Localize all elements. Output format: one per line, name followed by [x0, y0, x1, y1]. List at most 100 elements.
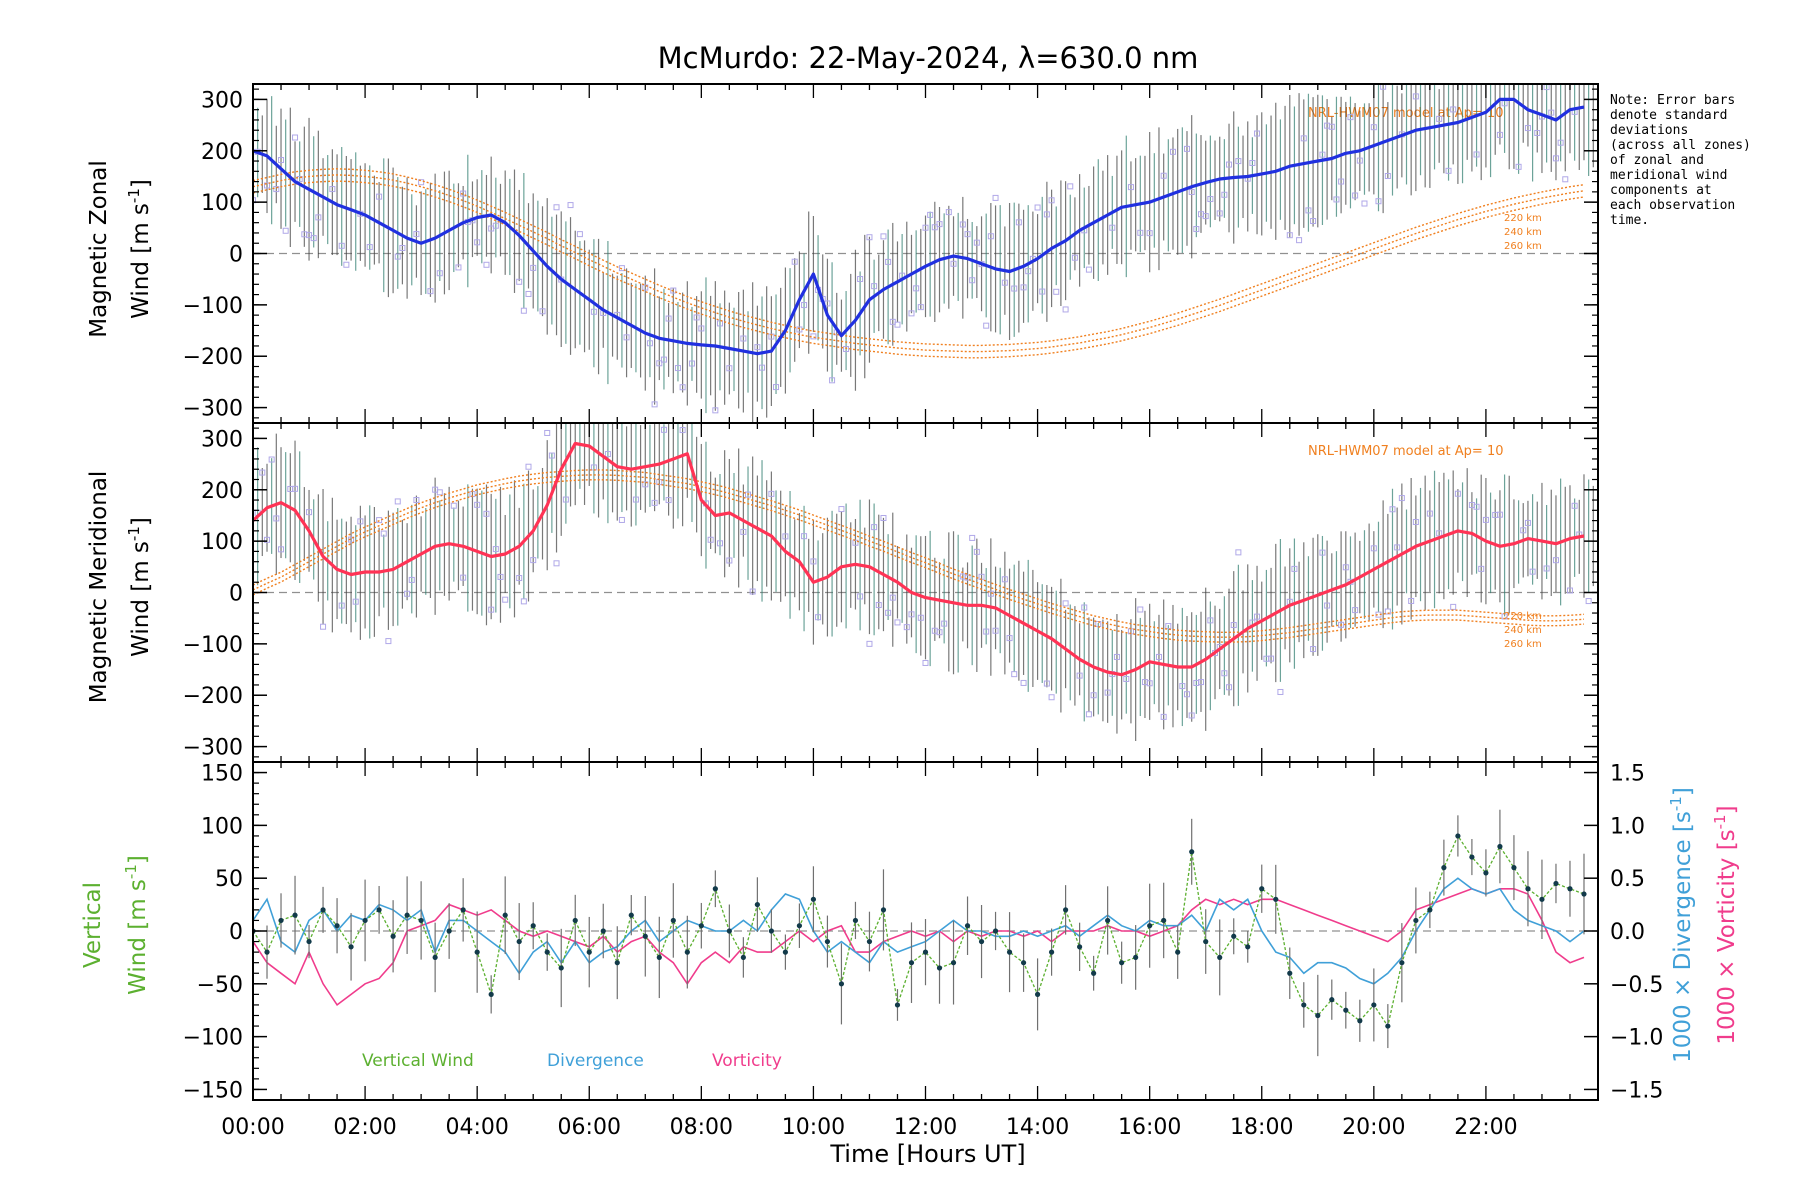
panel-2: 300 200 100 0 −100 −200 −300 — [183, 417, 1599, 763]
vertical-wind-point — [572, 917, 578, 924]
panel-1: 300 200 100 0 −100 −200 −300 — [183, 83, 1599, 424]
sample-point — [1534, 129, 1541, 136]
sample-point — [945, 209, 952, 216]
x-tick-label: 00:00 — [221, 1115, 284, 1140]
sample-point — [520, 598, 527, 605]
vertical-wind-point — [1455, 833, 1461, 839]
divergence-axis-label: 1000 × Divergence [s-1] — [1667, 787, 1696, 1063]
vertical-wind-point — [1020, 960, 1027, 966]
y-tick-label: −100 — [183, 1026, 243, 1051]
sample-point — [801, 533, 808, 540]
sample-point — [908, 611, 915, 618]
sample-point — [1249, 159, 1256, 166]
sample-point — [576, 231, 583, 238]
sample-point — [1496, 511, 1503, 518]
sample-point — [460, 190, 467, 197]
sample-point — [927, 211, 934, 218]
sample-point — [264, 536, 271, 543]
vertical-wind-point — [1161, 917, 1167, 924]
note-line-7: each observation — [1610, 198, 1735, 213]
sample-point — [1478, 565, 1485, 572]
note-line-5: meridional wind — [1610, 168, 1727, 183]
sample-point — [338, 602, 345, 609]
sample-point — [525, 463, 532, 470]
y2-tick-label: 1.5 — [1610, 762, 1645, 787]
divergence-axis-end: ] — [1670, 787, 1696, 796]
sample-point — [413, 497, 420, 504]
panel1-ylabel-sup: -1 — [125, 188, 143, 203]
sample-point — [1412, 518, 1419, 525]
vertical-wind-point — [950, 960, 957, 966]
vertical-wind-point — [474, 949, 480, 955]
sample-point — [418, 179, 425, 186]
sample-point — [992, 194, 999, 201]
vertical-wind-point — [1581, 891, 1587, 897]
vertical-wind-point — [1091, 970, 1097, 976]
meridional-wind-line — [253, 441, 1585, 677]
vertical-wind-point — [1497, 843, 1503, 850]
sample-point — [679, 384, 686, 391]
sample-point — [497, 573, 504, 580]
note-line-2: deviations — [1610, 123, 1688, 138]
panel2-ylabel-end: ] — [128, 517, 154, 526]
sample-point — [1254, 613, 1261, 620]
sample-point — [548, 452, 555, 459]
zonal-wind-line — [253, 97, 1585, 356]
sample-point — [492, 222, 499, 229]
sample-point — [660, 356, 667, 363]
vertical-wind-point — [1329, 997, 1335, 1003]
vertical-wind-point — [880, 907, 887, 913]
sample-point — [404, 590, 411, 597]
y2-tick-label: −0.5 — [1610, 973, 1663, 998]
sample-point — [273, 186, 280, 193]
sample-point — [1048, 694, 1055, 701]
sample-point — [253, 197, 256, 204]
sample-point — [1291, 565, 1298, 572]
vertical-wind-point — [1483, 870, 1489, 876]
sample-point — [492, 546, 499, 553]
sample-point — [1347, 114, 1354, 121]
vertical-wind-point — [1273, 896, 1279, 902]
sample-point — [450, 502, 457, 509]
vertical-wind-point — [1343, 1007, 1349, 1013]
sample-point — [455, 264, 462, 271]
sample-point — [759, 364, 766, 371]
vertical-wind-point — [348, 944, 354, 950]
y-tick-label: 50 — [215, 867, 243, 892]
sample-point — [1286, 232, 1293, 239]
sample-point — [553, 204, 560, 211]
panel3-ylabel: Vertical Wind [m s-1] — [80, 855, 151, 995]
vertical-wind-point — [1511, 865, 1517, 871]
sample-point — [338, 242, 345, 249]
sample-point — [1006, 635, 1013, 642]
sample-point — [278, 157, 285, 164]
panel3-ylabel-sup: -1 — [122, 864, 140, 879]
sample-point — [973, 548, 980, 555]
panel2-model-heights: 220 km 240 km 260 km — [1504, 611, 1542, 650]
sample-point — [1319, 549, 1326, 556]
model-curve-220km — [253, 474, 1585, 638]
vertical-wind-point — [1441, 865, 1447, 871]
sample-point — [646, 340, 653, 347]
sample-point — [964, 231, 971, 238]
sample-point — [1543, 565, 1550, 572]
y-tick-label: 100 — [201, 191, 243, 216]
sample-point — [1076, 672, 1083, 679]
sample-point — [562, 496, 569, 503]
vertical-wind-point — [1063, 907, 1069, 913]
sample-point — [922, 659, 929, 666]
sample-point — [1137, 606, 1144, 613]
sample-point — [1207, 196, 1214, 203]
vertical-wind-point — [838, 981, 845, 987]
sample-point — [647, 417, 652, 422]
sample-point — [1226, 684, 1233, 691]
sample-point — [292, 485, 299, 492]
sample-point — [642, 481, 649, 488]
sample-point — [1384, 608, 1391, 615]
sample-point — [306, 509, 313, 516]
sample-point — [1011, 285, 1018, 292]
vertical-wind-point — [964, 923, 971, 929]
sample-point — [1450, 106, 1457, 113]
vertical-wind-point — [264, 949, 270, 955]
sample-point — [1585, 598, 1592, 605]
